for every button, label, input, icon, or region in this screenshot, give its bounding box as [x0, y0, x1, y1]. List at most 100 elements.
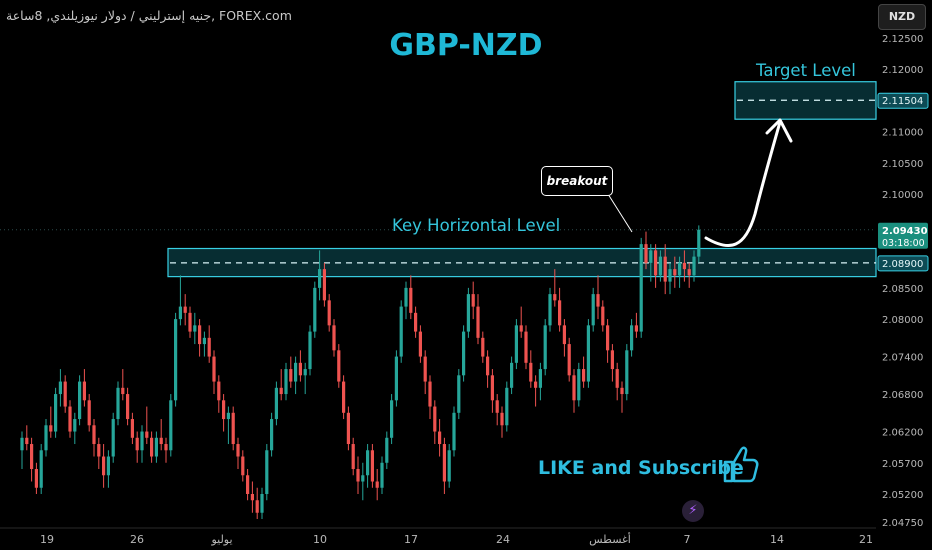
- candle-body: [562, 325, 566, 345]
- key-level-label: Key Horizontal Level: [392, 216, 561, 235]
- x-tick-label: 14: [770, 533, 784, 546]
- candle-body: [169, 400, 173, 451]
- candle-body: [601, 306, 605, 326]
- candle-body: [615, 369, 619, 388]
- candle-body: [226, 412, 230, 420]
- candle-body: [193, 325, 197, 332]
- candle-body: [327, 300, 331, 326]
- y-tick-label: 2.04750: [882, 518, 923, 529]
- candle-body: [73, 419, 77, 432]
- candle-body: [370, 450, 374, 482]
- candle-body: [207, 337, 211, 357]
- candle-body: [241, 456, 245, 476]
- candle-body: [404, 287, 408, 307]
- candle-body: [409, 287, 413, 313]
- candle-body: [462, 331, 466, 376]
- candle-body: [567, 344, 571, 376]
- candle-body: [342, 381, 346, 413]
- candle-body: [673, 269, 677, 276]
- candle-body: [682, 262, 686, 270]
- candle-body: [447, 450, 451, 482]
- candle-body: [332, 325, 336, 351]
- price-label-box: [877, 92, 929, 109]
- candle-body: [82, 381, 86, 401]
- candle-body: [390, 400, 394, 438]
- thumbs-up-icon: [723, 446, 759, 483]
- candle-body: [582, 369, 586, 382]
- candle-body: [246, 475, 250, 494]
- candle-body: [414, 312, 418, 332]
- candle-body: [634, 325, 638, 332]
- candle-body: [697, 229, 701, 257]
- candle-body: [150, 437, 154, 457]
- candle-body: [639, 244, 643, 332]
- x-tick-label: 17: [404, 533, 418, 546]
- symbol-currency-button[interactable]: NZD: [878, 4, 926, 30]
- candle-body: [596, 294, 600, 307]
- candle-body: [78, 381, 82, 420]
- y-tick-label: 2.10000: [882, 190, 923, 201]
- candle-body: [553, 294, 557, 301]
- candle-body: [442, 444, 446, 482]
- candle-body: [44, 425, 48, 451]
- candle-body: [174, 319, 178, 401]
- candle-body: [433, 406, 437, 432]
- candle-body: [438, 431, 442, 445]
- candle-body: [164, 444, 168, 451]
- candle-body: [303, 369, 307, 376]
- candle-body: [68, 406, 72, 432]
- candle-body: [495, 400, 499, 413]
- candle-body: [529, 362, 533, 382]
- projection-arrow: [704, 120, 782, 248]
- candle-body: [39, 450, 43, 488]
- lightning-icon[interactable]: ⚡: [682, 500, 704, 522]
- candle-body: [30, 444, 34, 470]
- candle-body: [490, 375, 494, 401]
- candle-body: [58, 381, 62, 395]
- candle-body: [466, 294, 470, 332]
- candle-body: [198, 325, 202, 345]
- candle-body: [135, 437, 139, 451]
- candle-body: [423, 356, 427, 382]
- x-tick-label: 26: [130, 533, 144, 546]
- y-tick-label: 2.12500: [882, 34, 923, 45]
- candle-body: [649, 250, 653, 263]
- y-tick-label: 2.07400: [882, 353, 923, 364]
- candle-body: [543, 325, 547, 370]
- candle-body: [318, 269, 322, 288]
- candle-body: [337, 350, 341, 382]
- candle-body: [692, 256, 696, 276]
- x-tick-label: 7: [684, 533, 691, 546]
- candle-body: [322, 269, 326, 301]
- candle-body: [265, 450, 269, 494]
- target-level-label: Target Level: [756, 61, 856, 80]
- candle-body: [558, 300, 562, 326]
- candle-body: [111, 419, 115, 457]
- candle-body: [610, 350, 614, 370]
- candle-body: [97, 444, 101, 457]
- candle-body: [202, 337, 206, 345]
- chart-title: GBP-NZD: [389, 28, 543, 63]
- candle-body: [654, 250, 658, 276]
- candle-body: [298, 362, 302, 376]
- candle-body: [668, 269, 672, 282]
- candle-body: [159, 437, 163, 445]
- candle-body: [212, 356, 216, 382]
- candle-body: [130, 419, 134, 438]
- candle-body: [385, 437, 389, 463]
- candle-body: [231, 412, 235, 445]
- candle-body: [519, 325, 523, 332]
- candle-body: [289, 369, 293, 382]
- price-label-value: 2.08900: [882, 259, 923, 270]
- candle-body: [586, 325, 590, 382]
- price-label-box: [878, 222, 928, 249]
- price-label-timer: 03:18:00: [882, 238, 925, 249]
- candle-body: [313, 287, 317, 332]
- x-tick-label: 24: [496, 533, 510, 546]
- candle-body: [471, 294, 475, 307]
- candle-body: [346, 412, 350, 445]
- candle-body: [356, 469, 360, 482]
- candle-body: [188, 312, 192, 332]
- candle-body: [500, 412, 504, 426]
